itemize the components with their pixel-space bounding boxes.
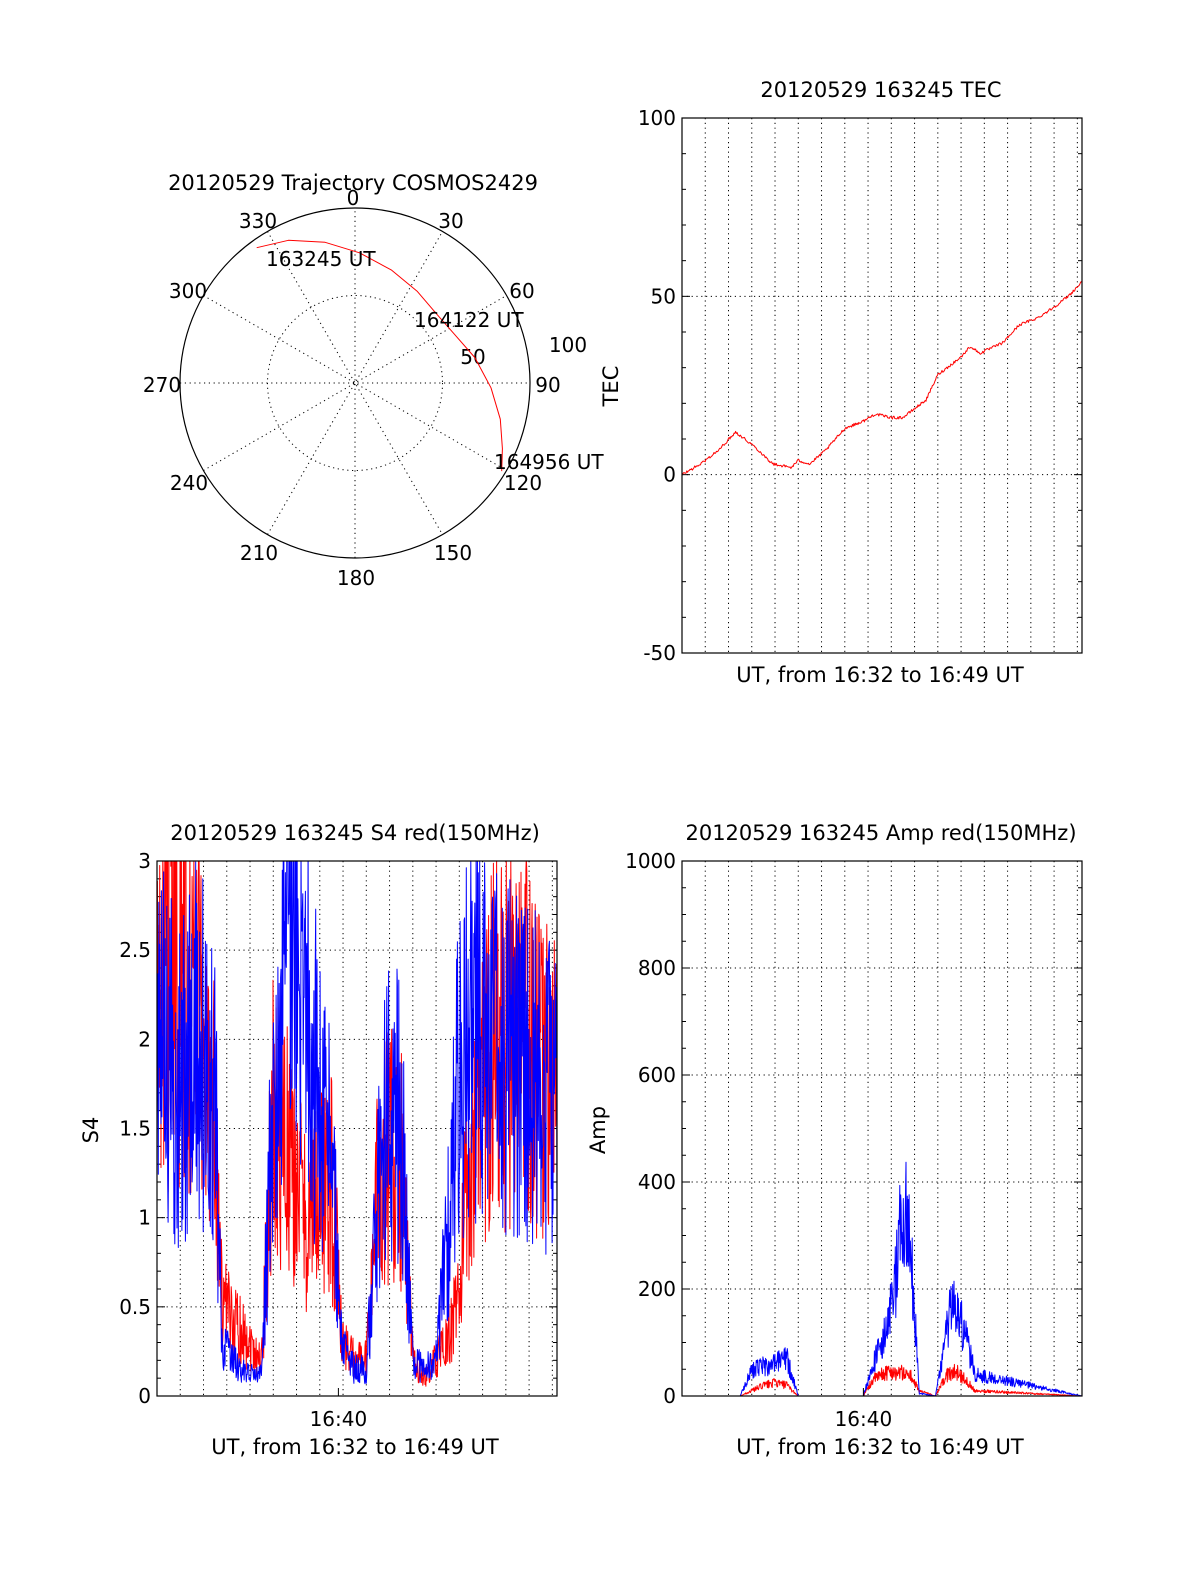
x-tick-label: 16:40 [835, 1407, 893, 1431]
series-line-blue [682, 1161, 1082, 1396]
y-tick-label: 200 [638, 1277, 676, 1301]
s4-title: 20120529 163245 S4 red(150MHz) [170, 821, 540, 845]
s4-traces [157, 861, 557, 1387]
y-tick-label: 1000 [625, 849, 676, 873]
trajectory-polar-chart: 20120529 Trajectory COSMOS2429 0 30 60 9… [143, 171, 604, 590]
y-tick-label: 50 [651, 284, 676, 308]
polar-spoke-30 [267, 231, 443, 535]
y-tick-label: -50 [643, 641, 676, 665]
angle-label-150: 150 [434, 541, 472, 565]
y-tick-label: 600 [638, 1063, 676, 1087]
angle-label-210: 210 [240, 541, 278, 565]
amp-grid [682, 860, 1082, 1397]
y-tick-label: 3 [138, 849, 151, 873]
radial-label-100: 100 [549, 333, 587, 357]
polar-angle-labels: 0 30 60 90 120 150 180 210 240 270 300 3… [143, 186, 587, 590]
polar-spoke-150 [267, 231, 443, 535]
angle-label-180: 180 [337, 566, 375, 590]
y-tick-label: 0 [663, 463, 676, 487]
angle-label-120: 120 [504, 471, 542, 495]
y-tick-label: 2.5 [119, 938, 151, 962]
tec-chart: 20120529 163245 TEC -50 0 50 100 UT, from 1… [599, 78, 1083, 687]
amp-x-axis-label: UT, from 16:32 to 16:49 UT [736, 1435, 1024, 1459]
tec-title: 20120529 163245 TEC [760, 78, 1001, 102]
s4-y-axis-label: S4 [79, 1117, 103, 1144]
annotation-end-time: 164956 UT [494, 450, 604, 474]
radial-label-50: 50 [460, 345, 485, 369]
polar-spoke-120 [203, 295, 507, 471]
s4-plot-frame [156, 860, 558, 1397]
amp-title: 20120529 163245 Amp red(150MHz) [685, 821, 1076, 845]
angle-label-300: 300 [169, 279, 207, 303]
amp-plot-frame [681, 860, 1083, 1397]
polar-grid [180, 208, 530, 558]
angle-label-60: 60 [509, 279, 534, 303]
series-line-blue [157, 861, 557, 1385]
amp-x-tick-labels: 16:40 [835, 1388, 893, 1431]
y-tick-label: 800 [638, 956, 676, 980]
y-tick-label: 0 [138, 1384, 151, 1408]
annotation-mid-time: 164122 UT [414, 308, 524, 332]
tec-y-tick-labels: -50 0 50 100 [638, 106, 676, 665]
series-line-red [682, 1363, 1082, 1396]
trajectory-line [256, 239, 503, 472]
tec-x-axis-label: UT, from 16:32 to 16:49 UT [736, 663, 1024, 687]
angle-label-0: 0 [347, 186, 360, 210]
s4-y-tick-labels: 0 0.5 1 1.5 2 2.5 3 [119, 849, 151, 1408]
angle-label-330: 330 [239, 209, 277, 233]
y-tick-label: 1.5 [119, 1117, 151, 1141]
y-tick-label: 100 [638, 106, 676, 130]
angle-label-30: 30 [438, 209, 463, 233]
angle-label-240: 240 [170, 471, 208, 495]
polar-outer-circle [179, 207, 531, 559]
s4-chart: 20120529 163245 S4 red(150MHz) 0 0.5 1 1.5 2… [79, 821, 558, 1459]
amp-chart: 20120529 163245 Amp red(150MHz) 0 200 400 6… [586, 821, 1083, 1459]
tec-traces [682, 281, 1082, 475]
angle-label-90: 90 [535, 373, 560, 397]
amp-y-axis-label: Amp [586, 1106, 610, 1154]
y-tick-label: 2 [138, 1027, 151, 1051]
y-tick-label: 400 [638, 1170, 676, 1194]
amp-y-tick-labels: 0 200 400 600 800 1000 [625, 849, 676, 1408]
series-line-red [682, 281, 1082, 475]
trajectory-trace [256, 239, 503, 472]
polar-spoke-60 [203, 295, 507, 471]
s4-x-tick-labels: 16:40 [310, 1388, 368, 1431]
y-tick-label: 0.5 [119, 1295, 151, 1319]
y-tick-label: 1 [138, 1206, 151, 1230]
annotation-start-time: 163245 UT [266, 247, 376, 271]
amp-traces [682, 1161, 1082, 1396]
x-tick-label: 16:40 [310, 1407, 368, 1431]
polar-title: 20120529 Trajectory COSMOS2429 [168, 171, 538, 195]
y-tick-label: 0 [663, 1384, 676, 1408]
s4-x-axis-label: UT, from 16:32 to 16:49 UT [211, 1435, 499, 1459]
tec-plot-frame [681, 117, 1083, 654]
angle-label-270: 270 [143, 373, 181, 397]
tec-y-axis-label: TEC [599, 366, 623, 408]
